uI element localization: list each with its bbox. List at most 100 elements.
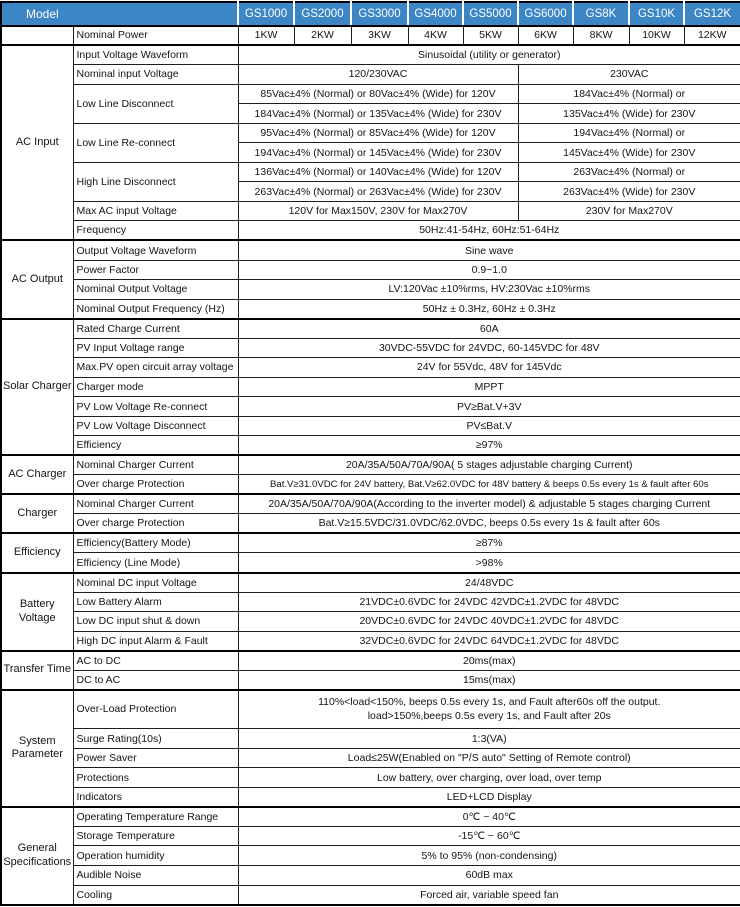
- row-label: Indicators: [72, 786, 239, 808]
- section-solar-charger: Solar Charger: [0, 317, 74, 456]
- row-value-left-group: 263Vac±4% (Normal) or 263Vac±4% (Wide) f…: [237, 181, 519, 202]
- row-value-left-group: 85Vac±4% (Normal) or 80Vac±4% (Wide) for…: [237, 83, 519, 105]
- row-value: LV:120Vac ±10%rms, HV:230Vac ±10%rms: [237, 279, 740, 300]
- row-value: Sine wave: [237, 239, 740, 261]
- model-column-gs1000: GS1000: [237, 1, 295, 27]
- row-efficiency-line-mode: Efficiency (Line Mode) >98%: [1, 552, 740, 574]
- row-label: PV Low Voltage Re-connect: [72, 396, 239, 417]
- row-value: -15℃ ~ 60℃: [237, 825, 740, 847]
- row-value: 32VDC±0.6VDC for 24VDC 64VDC±1.2VDC for …: [237, 630, 740, 652]
- row-value: 60A: [237, 317, 740, 339]
- row-label: Cooling: [72, 884, 239, 906]
- row-nominal-output-frequency: Nominal Output Frequency (Hz) 50Hz ± 0.3…: [1, 298, 740, 320]
- row-label: Nominal input Voltage: [72, 64, 239, 85]
- row-label: Storage Temperature: [72, 825, 239, 847]
- row-label: Audible Noise: [72, 865, 239, 886]
- row-label: Surge Rating(10s): [72, 728, 239, 749]
- row-low-battery-alarm: Low Battery Alarm 21VDC±0.6VDC for 24VDC…: [1, 591, 740, 613]
- row-nominal-dc-input-voltage: Battery Voltage Nominal DC input Voltage…: [0, 571, 740, 652]
- row-low-line-reconnect-a: Low Line Re-connect 95Vac±4% (Normal) or…: [1, 122, 740, 163]
- row-label: Input Voltage Waveform: [72, 44, 239, 66]
- row-nominal-output-voltage: Nominal Output Voltage LV:120Vac ±10%rms…: [1, 279, 740, 300]
- model-column-gs3000: GS3000: [350, 1, 409, 27]
- row-value: 24V for 55Vdc, 48V for 145Vdc: [237, 357, 740, 378]
- row-label: AC to DC: [72, 649, 239, 671]
- row-label: Nominal Charger Current: [72, 493, 239, 515]
- row-label: Low DC input shut & down: [72, 611, 239, 632]
- category-empty-cell: [0, 25, 74, 46]
- row-high-dc-input-alarm-fault: High DC input Alarm & Fault 32VDC±0.6VDC…: [1, 630, 740, 652]
- row-operation-humidity: Operation humidity 5% to 95% (non-conden…: [1, 845, 740, 866]
- row-value: 50Hz ± 0.3Hz, 60Hz ± 0.3Hz: [237, 298, 740, 320]
- row-label: Power Factor: [72, 259, 239, 281]
- power-value: 2KW: [293, 25, 352, 46]
- row-value: Forced air, variable speed fan: [237, 884, 740, 906]
- row-label: Nominal Charger Current: [72, 454, 239, 476]
- row-indicators: Indicators LED+LCD Display: [1, 786, 740, 808]
- row-charger-mode: Charger mode MPPT: [1, 376, 740, 398]
- power-value: 8KW: [572, 25, 630, 46]
- model-column-gs2000: GS2000: [293, 1, 352, 27]
- row-input-voltage-waveform: AC Input Input Voltage Waveform Sinusoid…: [0, 44, 740, 241]
- row-value: 110%<load<150%, beeps 0.5s every 1s, and…: [237, 688, 740, 730]
- row-value: Low battery, over charging, over load, o…: [237, 767, 740, 788]
- section-battery-voltage: Battery Voltage: [0, 571, 74, 652]
- power-value: 3KW: [350, 25, 409, 46]
- row-label: Low Line Disconnect: [72, 83, 239, 124]
- row-label: High Line Disconnect: [72, 161, 239, 202]
- row-value: 30VDC-55VDC for 24VDC, 60-145VDC for 48V: [237, 337, 740, 359]
- row-value-left-group: 120V for Max150V, 230V for Max270V: [237, 200, 519, 222]
- row-label: Charger mode: [72, 376, 239, 398]
- row-label: Protections: [72, 767, 239, 788]
- row-label: Nominal Power: [72, 25, 239, 46]
- header-row: Model GS1000 GS2000 GS3000 GS4000 GS5000…: [0, 1, 740, 27]
- row-value-left-group: 95Vac±4% (Normal) or 85Vac±4% (Wide) for…: [237, 122, 519, 144]
- row-value: 24/48VDC: [237, 571, 740, 593]
- row-label: Frequency: [72, 220, 239, 241]
- row-charger-over-charge-protection: Over charge Protection Bat.V≥15.5VDC/31.…: [1, 513, 740, 534]
- power-value: 5KW: [462, 25, 519, 46]
- row-value: >98%: [237, 552, 740, 574]
- row-overload-protection: System Parameter Over-Load Protection 11…: [0, 688, 740, 808]
- row-label: Nominal Output Frequency (Hz): [72, 298, 239, 320]
- row-label: Low Line Re-connect: [72, 122, 239, 163]
- overload-line-1: 110%<load<150%, beeps 0.5s every 1s, and…: [318, 696, 661, 709]
- row-label: Efficiency (Line Mode): [72, 552, 239, 574]
- section-transfer-time: Transfer Time: [0, 649, 74, 691]
- row-value: ≥97%: [237, 435, 740, 456]
- row-value: 21VDC±0.6VDC for 24VDC 42VDC±1.2VDC for …: [237, 591, 740, 613]
- row-label: Rated Charge Current: [72, 317, 239, 339]
- row-label: Nominal Output Voltage: [72, 279, 239, 300]
- row-label: Output Voltage Waveform: [72, 239, 239, 261]
- row-value: ≥87%: [237, 532, 740, 554]
- row-ac-nominal-charger-current: AC Charger Nominal Charger Current 20A/3…: [0, 454, 740, 495]
- row-dc-to-ac: DC to AC 15ms(max): [1, 669, 740, 691]
- row-label: Operation humidity: [72, 845, 239, 866]
- section-ac-output: AC Output: [0, 239, 74, 320]
- row-label: Efficiency: [72, 435, 239, 456]
- model-column-gs4000: GS4000: [407, 1, 464, 27]
- row-label: Low Battery Alarm: [72, 591, 239, 613]
- power-value: 12KW: [683, 25, 740, 46]
- row-value-right-group: 145Vac±4% (Wide) for 230V: [517, 142, 740, 163]
- row-max-ac-input-voltage: Max AC input Voltage 120V for Max150V, 2…: [1, 200, 740, 222]
- section-general-specifications: General Specifications: [0, 805, 74, 906]
- row-ac-to-dc: Transfer Time AC to DC 20ms(max): [0, 649, 740, 691]
- row-value-right-group: 184Vac±4% (Normal) or: [517, 83, 740, 105]
- row-value: LED+LCD Display: [237, 786, 740, 808]
- power-value: 10KW: [628, 25, 685, 46]
- section-charger: Charger: [0, 493, 74, 534]
- model-column-gs10k: GS10K: [628, 1, 685, 27]
- model-column-gs8k: GS8K: [572, 1, 630, 27]
- row-efficiency-battery-mode: Efficiency Efficiency(Battery Mode) ≥87%: [0, 532, 740, 574]
- row-pv-input-voltage-range: PV Input Voltage range 30VDC-55VDC for 2…: [1, 337, 740, 359]
- row-high-line-disconnect-a: High Line Disconnect 136Vac±4% (Normal) …: [1, 161, 740, 202]
- row-value: Bat.V≥31.0VDC for 24V battery, Bat.V≥62.…: [237, 474, 740, 495]
- row-cooling: Cooling Forced air, variable speed fan: [1, 884, 740, 906]
- row-value: 20A/35A/50A/70A/90A( 5 stages adjustable…: [237, 454, 740, 476]
- row-surge-rating: Surge Rating(10s) 1:3(VA): [1, 728, 740, 749]
- row-label: Over charge Protection: [72, 513, 239, 534]
- row-value: 20VDC±0.6VDC for 24VDC 40VDC±1.2VDC for …: [237, 611, 740, 632]
- row-nominal-power: Nominal Power 1KW 2KW 3KW 4KW 5KW 6KW 8K…: [0, 25, 740, 46]
- row-value: Sinusoidal (utility or generator): [237, 44, 740, 66]
